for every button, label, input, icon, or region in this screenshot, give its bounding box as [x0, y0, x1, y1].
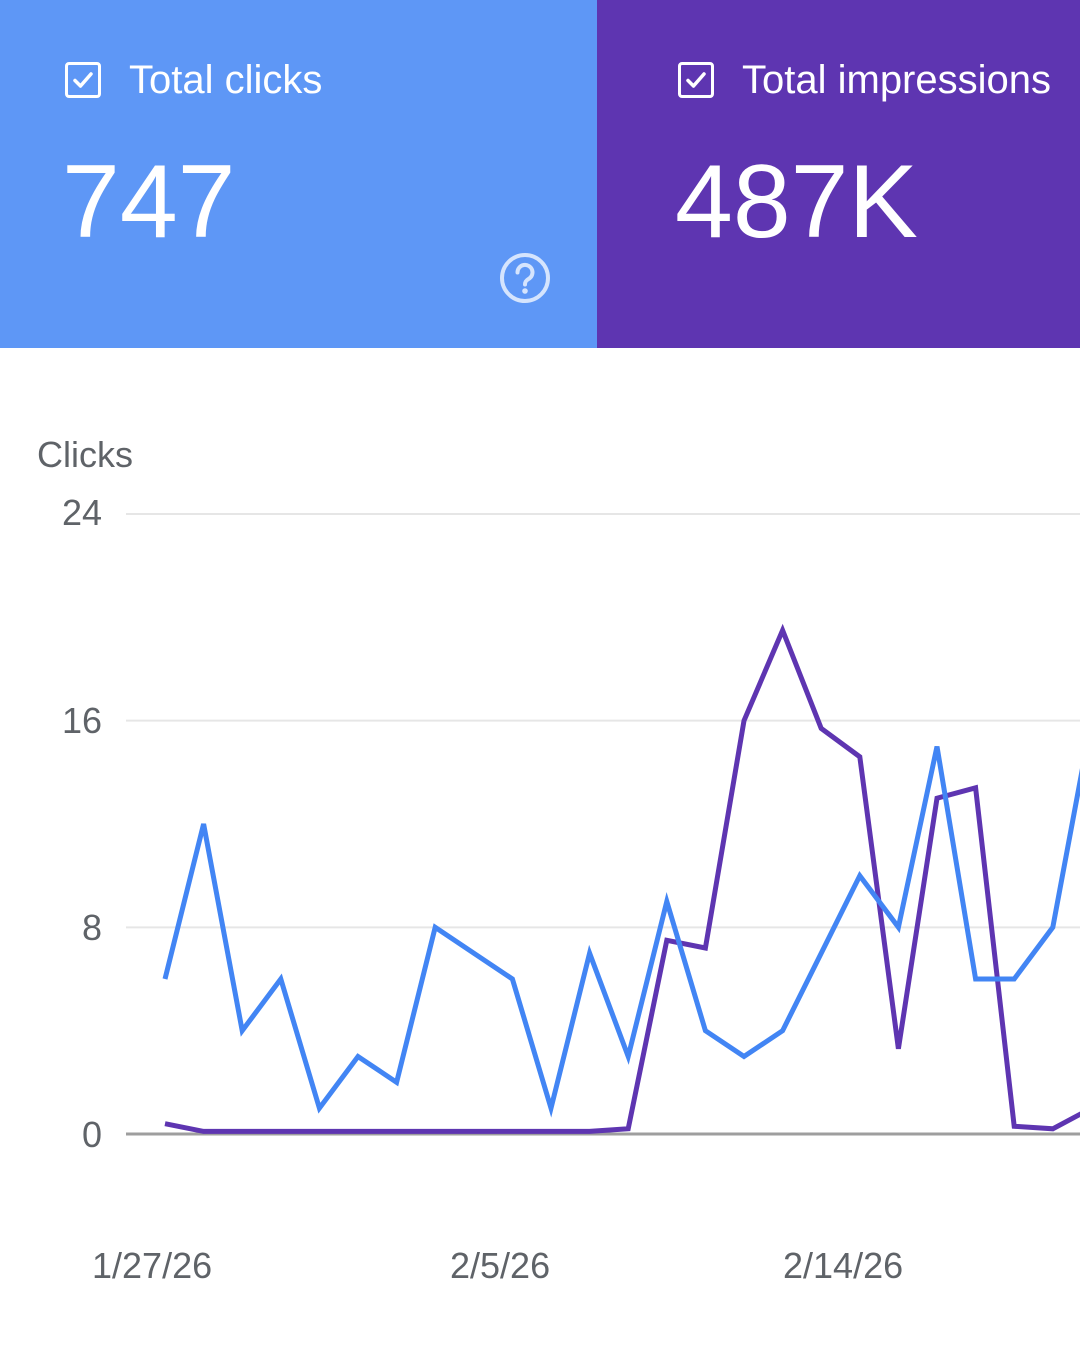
total-impressions-value: 487K: [675, 144, 918, 260]
total-clicks-header: Total clicks: [65, 58, 322, 102]
total-impressions-header: Total impressions: [678, 58, 1051, 102]
checkbox-checked-icon[interactable]: [678, 62, 714, 98]
clicks-series-line: [162, 745, 1080, 1118]
y-tick-label: 16: [61, 700, 102, 741]
total-clicks-card[interactable]: Total clicks 747: [0, 0, 597, 348]
total-clicks-value: 747: [62, 144, 236, 260]
x-tick-label: 1/27/26: [92, 1245, 213, 1286]
y-tick-label: 24: [61, 492, 102, 533]
x-tick-label: 2/5/26: [450, 1245, 551, 1286]
total-clicks-title: Total clicks: [129, 58, 323, 102]
metric-cards: Total clicks 747 Total impressions 487K: [0, 0, 1080, 348]
total-impressions-title: Total impressions: [742, 58, 1052, 102]
y-tick-label: 8: [81, 907, 102, 948]
y-axis-title: Clicks: [37, 434, 133, 475]
y-tick-label: 0: [81, 1114, 102, 1155]
checkbox-checked-icon[interactable]: [65, 62, 101, 98]
help-circle-icon[interactable]: [499, 252, 551, 304]
total-impressions-card[interactable]: Total impressions 487K: [597, 0, 1080, 348]
impressions-series-line: [164, 623, 1080, 1134]
x-tick-label: 2/14/26: [783, 1245, 904, 1286]
